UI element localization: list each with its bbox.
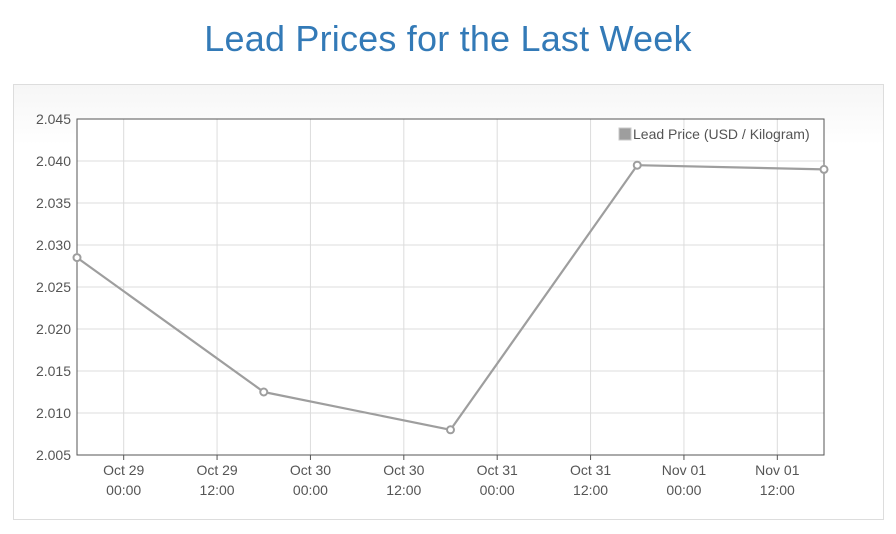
- y-tick-label: 2.015: [36, 363, 71, 379]
- y-tick-label: 2.020: [36, 321, 71, 337]
- x-tick-time: 00:00: [480, 482, 515, 498]
- x-tick-date: Oct 30: [290, 462, 331, 478]
- y-tick-label: 2.035: [36, 195, 71, 211]
- data-point: [72, 253, 82, 263]
- y-tick-label: 2.045: [36, 111, 71, 127]
- data-point: [819, 164, 829, 174]
- x-tick-date: Oct 29: [196, 462, 237, 478]
- x-tick-time: 12:00: [386, 482, 421, 498]
- x-tick-time: 12:00: [200, 482, 235, 498]
- legend-label: Lead Price (USD / Kilogram): [633, 126, 810, 142]
- x-tick-date: Oct 31: [477, 462, 518, 478]
- y-tick-label: 2.010: [36, 405, 71, 421]
- data-point: [446, 425, 455, 435]
- x-tick-date: Nov 01: [755, 462, 800, 478]
- y-tick-label: 2.025: [36, 279, 71, 295]
- x-tick-date: Oct 30: [383, 462, 424, 478]
- legend-swatch: [618, 127, 632, 141]
- x-tick-date: Nov 01: [662, 462, 707, 478]
- y-tick-label: 2.040: [36, 153, 71, 169]
- x-tick-date: Oct 31: [570, 462, 611, 478]
- data-point: [259, 387, 269, 397]
- x-tick-time: 00:00: [293, 482, 328, 498]
- page-title: Lead Prices for the Last Week: [204, 18, 692, 59]
- plot-border: [76, 118, 825, 456]
- x-tick-date: Oct 29: [103, 462, 144, 478]
- x-tick-time: 12:00: [573, 482, 608, 498]
- x-tick-time: 00:00: [106, 482, 141, 498]
- y-tick-label: 2.030: [36, 237, 71, 253]
- data-point: [632, 160, 642, 170]
- x-tick-time: 12:00: [760, 482, 795, 498]
- y-tick-label: 2.005: [36, 447, 71, 463]
- x-tick-time: 00:00: [666, 482, 701, 498]
